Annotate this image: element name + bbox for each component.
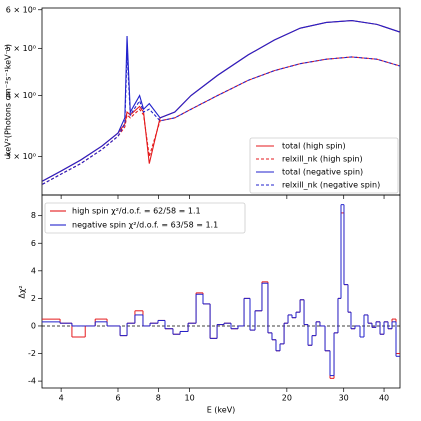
- series-line: [42, 20, 401, 182]
- y-axis-label: Δχ²: [18, 285, 27, 298]
- x-tick-label: 6: [115, 394, 120, 403]
- y-tick-label: 4 × 10⁰: [6, 91, 36, 100]
- series-line: [42, 56, 401, 185]
- y-tick-label: -4: [28, 377, 36, 386]
- x-tick-label: 10: [185, 394, 195, 403]
- x-tick-label: 30: [339, 394, 349, 403]
- legend-label: high spin χ²/d.o.f. = 62/58 = 1.1: [72, 207, 201, 216]
- y-tick-label: 6: [31, 239, 36, 248]
- x-axis-label: E (keV): [207, 406, 236, 415]
- x-tick-label: 4: [59, 394, 64, 403]
- x-tick-label: 40: [379, 394, 389, 403]
- legend-label: total (high spin): [282, 142, 346, 151]
- y-tick-label: -2: [28, 349, 36, 358]
- legend-label: negative spin χ²/d.o.f. = 63/58 = 1.1: [72, 221, 218, 230]
- x-tick-label: 8: [156, 394, 161, 403]
- legend-label: relxill_nk (high spin): [282, 155, 363, 164]
- y-tick-label: 8: [31, 211, 36, 220]
- legend-box: [44, 202, 246, 234]
- y-tick-label: 4: [31, 266, 36, 275]
- y-tick-label: 5 × 10⁰: [6, 44, 36, 53]
- x-tick-label: 20: [282, 394, 292, 403]
- y-tick-label: 3 × 10⁰: [6, 152, 36, 161]
- y-tick-label: 6 × 10⁰: [6, 5, 36, 14]
- legend-box: [249, 137, 399, 194]
- y-axis-label: keV²(Photons cm⁻²s⁻¹keV⁻¹): [4, 44, 13, 156]
- legend-label: total (negative spin): [282, 168, 363, 177]
- series-line: [42, 52, 401, 185]
- plot-frame: [41, 194, 401, 389]
- y-tick-label: 0: [31, 321, 36, 330]
- y-tick-label: 2: [31, 294, 36, 303]
- legend-label: relxill_nk (negative spin): [282, 181, 380, 190]
